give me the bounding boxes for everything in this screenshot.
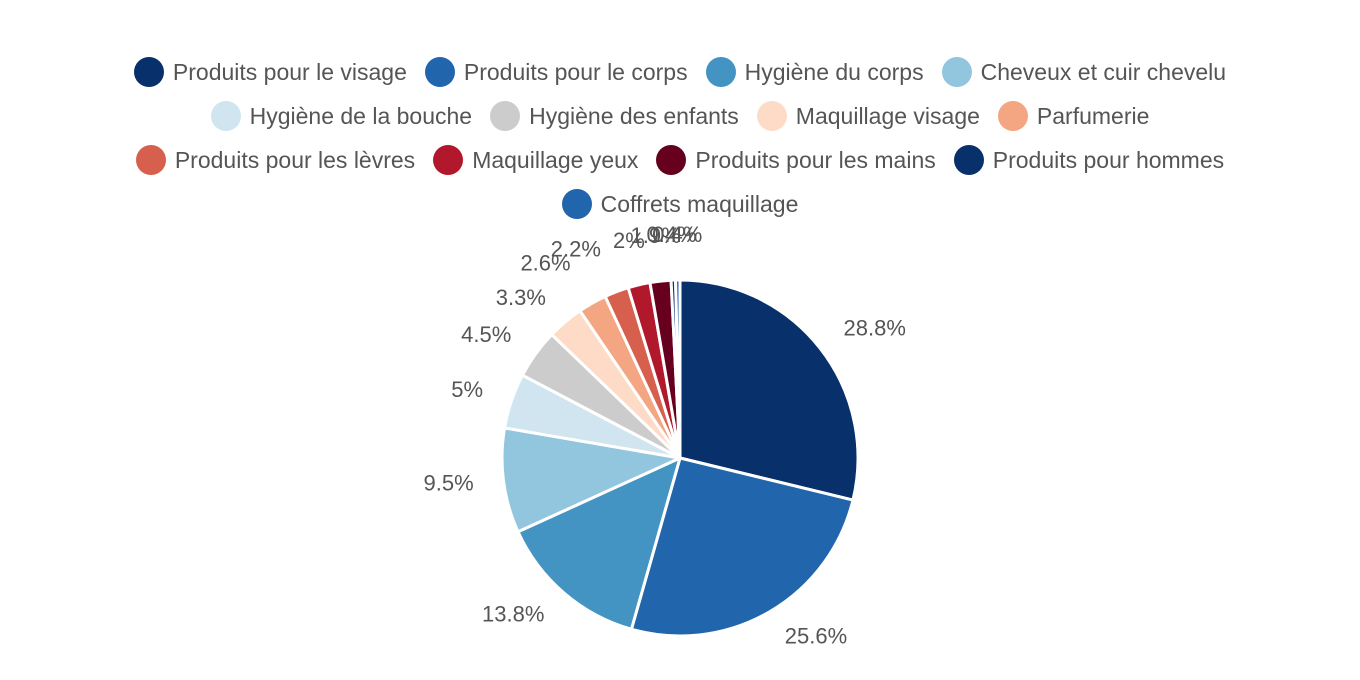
legend-swatch <box>490 101 521 131</box>
slice-value-label: 4.5% <box>461 322 511 347</box>
pie-value-labels: 28.8% 25.6% 13.8% 9.5% 5% 4.5% 3.3% 2.6%2.2% 2%1… <box>424 222 906 649</box>
legend-item[interactable]: Maquillage yeux <box>433 145 638 175</box>
legend-label: Produits pour les mains <box>695 146 936 173</box>
legend-label: Hygiène du corps <box>744 58 924 85</box>
legend-item[interactable]: Maquillage visage <box>756 101 980 131</box>
legend-swatch <box>997 101 1028 131</box>
legend-label: Produits pour hommes <box>992 146 1225 173</box>
legend-label: Maquillage visage <box>795 102 980 129</box>
legend-label: Hygiène de la bouche <box>249 102 473 129</box>
legend-swatch <box>953 145 984 175</box>
pie-slice[interactable] <box>678 278 860 502</box>
slice-value-label: 5% <box>451 377 483 402</box>
legend-row: Hygiène de la bouche Hygiène des enfants M… <box>0 94 1360 138</box>
slice-value-label: 2.6% <box>520 251 570 276</box>
legend-row: Coffrets maquillage <box>0 182 1360 226</box>
pie-slice[interactable] <box>500 426 682 534</box>
legend-swatch <box>656 145 687 175</box>
slice-value-label: 3.3% <box>496 285 546 310</box>
legend-swatch <box>133 57 164 87</box>
legend-label: Coffrets maquillage <box>600 190 799 217</box>
legend-item[interactable]: Hygiène des enfants <box>490 101 739 131</box>
legend-swatch <box>433 145 464 175</box>
legend-swatch <box>941 57 972 87</box>
slice-value-label: 0.4% <box>647 222 697 247</box>
legend-item[interactable]: Parfumerie <box>997 101 1150 131</box>
slice-value-label: 28.8% <box>844 315 906 340</box>
legend-label: Hygiène des enfants <box>529 102 739 129</box>
slice-value-label: 0.4% <box>652 222 702 247</box>
legend-item[interactable]: Produits pour hommes <box>953 145 1225 175</box>
legend-label: Parfumerie <box>1036 102 1150 129</box>
legend-item[interactable]: Produits pour le visage <box>133 57 407 87</box>
legend-item[interactable]: Produits pour les mains <box>656 145 936 175</box>
legend-swatch <box>210 101 241 131</box>
legend-label: Produits pour le corps <box>463 58 688 85</box>
legend-item[interactable]: Hygiène du corps <box>705 57 924 87</box>
legend-label: Produits pour le visage <box>172 58 407 85</box>
legend-swatch <box>561 189 592 219</box>
legend-row: Produits pour le visage Produits pour le … <box>0 50 1360 94</box>
slice-value-label: 1.9% <box>631 223 681 248</box>
legend-swatch <box>135 145 166 175</box>
pie-slices <box>500 278 860 638</box>
pie-slice[interactable] <box>629 456 855 638</box>
slice-value-label: 13.8% <box>482 602 544 627</box>
legend-swatch <box>705 57 736 87</box>
slice-value-label: 25.6% <box>785 624 847 649</box>
legend-swatch <box>756 101 787 131</box>
legend-label: Cheveux et cuir chevelu <box>980 58 1227 85</box>
slice-value-label: 9.5% <box>424 471 474 496</box>
slice-value-label: 2% <box>613 228 645 253</box>
legend-swatch <box>424 57 455 87</box>
legend-item[interactable]: Hygiène de la bouche <box>210 101 473 131</box>
legend-label: Maquillage yeux <box>472 146 639 173</box>
slice-value-label: 2.2% <box>551 236 601 261</box>
pie-slice[interactable] <box>516 456 682 631</box>
legend-item[interactable]: Cheveux et cuir chevelu <box>941 57 1227 87</box>
legend-label: Produits pour les lèvres <box>174 146 416 173</box>
legend-item[interactable]: Produits pour les lèvres <box>135 145 416 175</box>
legend-item[interactable]: Coffrets maquillage <box>561 189 799 219</box>
pie-slice[interactable] <box>674 278 682 460</box>
legend-row: Produits pour les lèvres Maquillage yeux P… <box>0 138 1360 182</box>
legend-item[interactable]: Produits pour le corps <box>424 57 688 87</box>
chart-legend: Produits pour le visage Produits pour le … <box>0 50 1360 226</box>
